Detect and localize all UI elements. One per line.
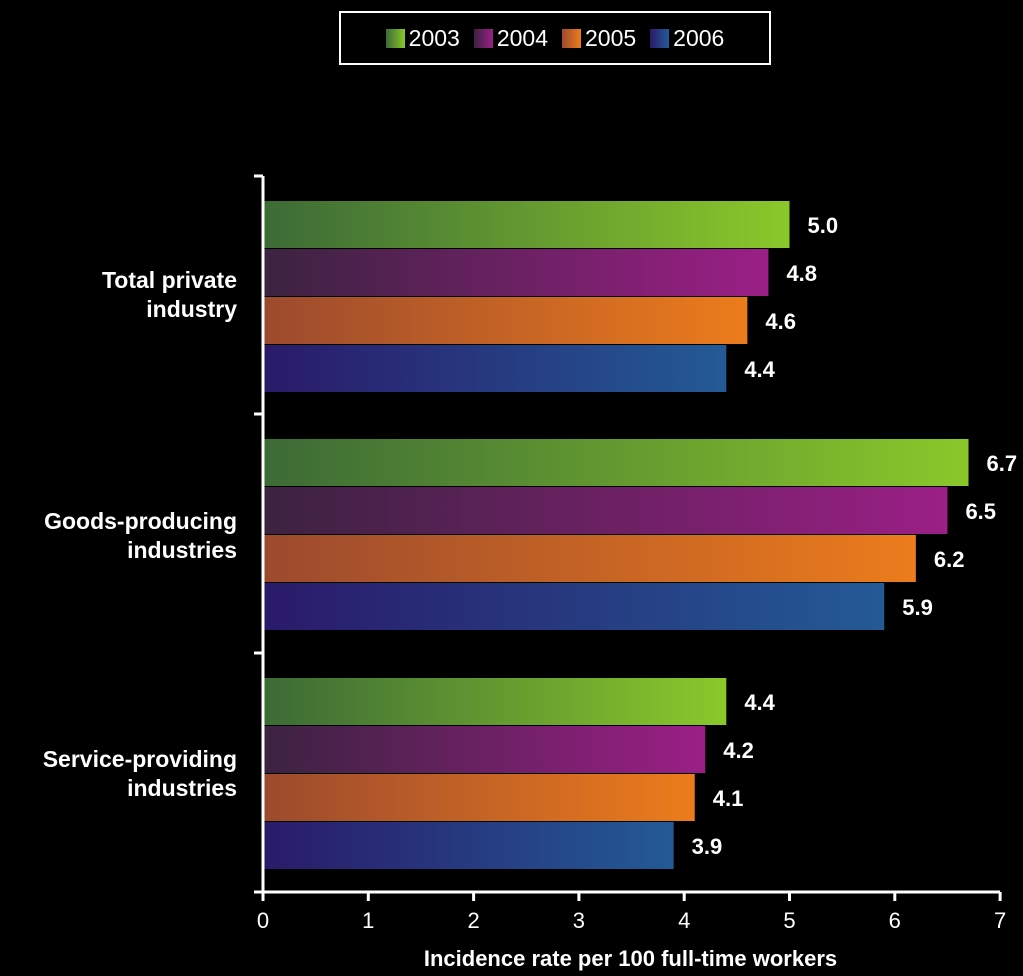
bar-2004-cat2 [263,726,706,773]
x-tick-label-2: 2 [467,908,479,933]
value-label-2006-cat2: 3.9 [692,834,723,859]
x-tick-label-3: 3 [573,908,585,933]
legend-swatch-2005 [562,28,581,48]
category-label-total-private: Total private industry [101,267,237,322]
value-label-2003-cat0: 5.0 [808,213,839,238]
legend-label-2005: 2005 [585,24,637,51]
value-label-2003-cat1: 6.7 [987,451,1018,476]
legend-item-2006: 2006 [650,25,724,52]
value-label-2004-cat2: 4.2 [723,738,754,763]
value-labels-group: 5.0 4.8 4.6 4.4 6.7 6.56.25.9 4.4 4.2 4.1 3.9 [692,213,1017,859]
x-tick-label-1: 1 [362,908,374,933]
value-label-2004-cat0: 4.8 [786,261,817,286]
category-label-service-providing: Service-providing industries [42,746,237,801]
axes-group: 0 1 2 3 4 5 6 7 [254,174,1006,933]
legend-item-2004: 2004 [473,24,548,52]
bar-2006-cat2 [263,822,674,869]
bar-2006-cat0 [263,345,727,392]
legend-item-2005: 2005 [562,25,636,52]
bar-2003-cat1 [263,439,969,486]
value-label-2005-cat1: 6.2 [934,547,965,572]
legend: 2003 2004 2005 2006 [339,11,771,65]
bar-2003-cat2 [263,678,727,725]
value-label-2006-cat0: 4.4 [744,357,775,382]
value-label-2004-cat1: 6.5 [965,499,996,524]
x-tick-label-4: 4 [678,908,690,933]
bar-2004-cat0 [263,249,769,296]
legend-swatch-2004 [473,28,493,48]
legend-label-2004: 2004 [496,24,548,51]
bar-2006-cat1 [263,583,885,630]
legend-label-2006: 2006 [673,24,725,51]
legend-swatch-2003 [385,28,405,48]
x-tick-label-6: 6 [889,908,901,933]
bar-2004-cat1 [263,487,948,534]
legend-label-2003: 2003 [408,24,460,51]
bar-2005-cat2 [263,774,695,821]
value-label-2006-cat1: 5.9 [902,595,933,620]
x-tick-label-5: 5 [783,908,795,933]
legend-swatch-2006 [650,28,670,48]
value-label-2005-cat2: 4.1 [713,786,744,811]
category-label-goods-producing: Goods-producing industries [44,508,237,563]
x-axis-title: Incidence rate per 100 full-time workers [423,946,838,971]
bar-2005-cat0 [263,297,748,344]
x-tick-label-0: 0 [257,908,269,933]
value-label-2003-cat2: 4.4 [744,690,775,715]
bar-2005-cat1 [263,535,916,582]
bar-2003-cat0 [263,201,790,248]
x-tick-label-7: 7 [994,908,1006,933]
legend-item-2003: 2003 [385,24,460,52]
value-label-2005-cat0: 4.6 [765,309,796,334]
bars-group [263,201,969,869]
